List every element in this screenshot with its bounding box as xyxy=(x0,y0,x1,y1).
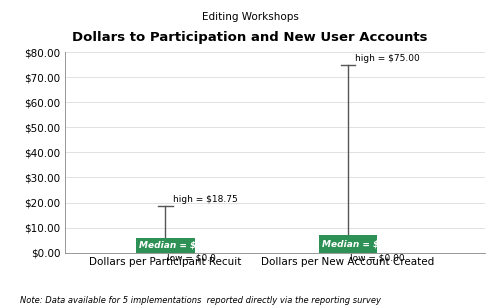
Text: low = $0.0: low = $0.0 xyxy=(168,254,216,263)
Text: high = $75.00: high = $75.00 xyxy=(356,54,420,63)
Bar xyxy=(136,238,194,253)
Text: Note: Data available for 5 implementations  reported directly via the reporting : Note: Data available for 5 implementatio… xyxy=(20,296,381,305)
Text: Dollars to Participation and New User Accounts: Dollars to Participation and New User Ac… xyxy=(72,31,428,44)
Title: Editing Workshops
Dollars to Participation and New User Accounts: Editing Workshops Dollars to Participati… xyxy=(0,307,1,308)
Text: Editing Workshops: Editing Workshops xyxy=(202,12,298,22)
Text: Median = $0.00: Median = $0.00 xyxy=(322,239,401,248)
Bar xyxy=(319,235,378,253)
Text: low = $0.00: low = $0.00 xyxy=(350,254,405,263)
Text: Median = $0.00: Median = $0.00 xyxy=(139,241,218,250)
Text: high = $18.75: high = $18.75 xyxy=(172,195,238,204)
